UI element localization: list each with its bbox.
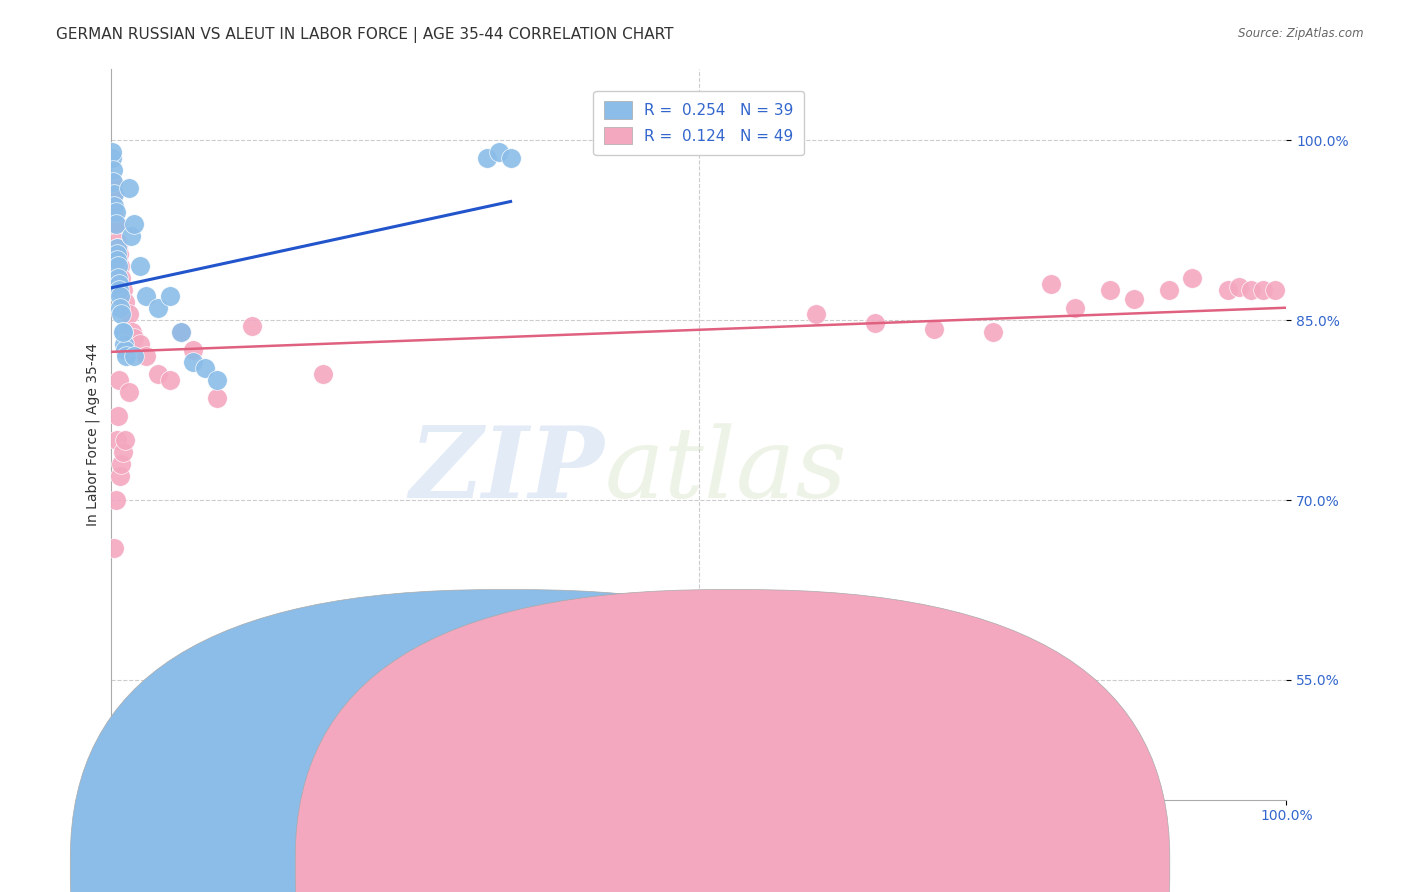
Point	[104, 205, 127, 219]
Point	[117, 307, 139, 321]
Point	[711, 690, 734, 705]
Point	[111, 325, 134, 339]
Point	[499, 152, 522, 166]
Point	[114, 295, 136, 310]
Point	[475, 152, 498, 166]
Point	[1181, 271, 1204, 285]
Point	[1063, 301, 1085, 316]
Point	[114, 433, 136, 447]
Point	[107, 409, 129, 424]
Point	[110, 457, 132, 471]
Point	[922, 321, 945, 335]
Text: Aleuts: Aleuts	[756, 860, 800, 874]
Point	[121, 325, 143, 339]
Point	[311, 368, 333, 382]
Point	[146, 368, 169, 382]
Point	[159, 373, 181, 387]
Point	[104, 493, 127, 508]
Point	[103, 205, 125, 219]
Point	[124, 331, 146, 345]
Point	[110, 469, 132, 483]
Point	[129, 337, 152, 351]
Point	[194, 361, 217, 376]
Point	[105, 433, 128, 447]
Point	[1099, 283, 1122, 297]
Point	[120, 229, 142, 244]
Point	[146, 301, 169, 316]
Point	[1040, 277, 1063, 292]
Point	[108, 277, 131, 292]
Point	[110, 307, 132, 321]
Point	[104, 218, 127, 232]
Point	[181, 355, 204, 369]
Point	[129, 260, 152, 274]
Text: GERMAN RUSSIAN VS ALEUT IN LABOR FORCE | AGE 35-44 CORRELATION CHART: GERMAN RUSSIAN VS ALEUT IN LABOR FORCE |…	[56, 27, 673, 43]
Point	[1122, 292, 1144, 306]
Legend: R =  0.254   N = 39, R =  0.124   N = 49: R = 0.254 N = 39, R = 0.124 N = 49	[593, 91, 804, 155]
Point	[101, 175, 124, 189]
Point	[107, 271, 129, 285]
Point	[105, 241, 128, 255]
Point	[205, 391, 228, 405]
Text: Source: ZipAtlas.com: Source: ZipAtlas.com	[1239, 27, 1364, 40]
Point	[111, 445, 134, 459]
Point	[205, 373, 228, 387]
Point	[110, 260, 132, 274]
Point	[181, 343, 204, 358]
Point	[101, 152, 124, 166]
Point	[103, 175, 125, 189]
Point	[110, 289, 132, 303]
Point	[112, 337, 135, 351]
Point	[111, 325, 134, 339]
Point	[108, 373, 131, 387]
Point	[117, 385, 139, 400]
Point	[103, 163, 125, 178]
Text: ZIP: ZIP	[409, 423, 605, 519]
Point	[1216, 283, 1239, 297]
Point	[114, 343, 136, 358]
Point	[806, 307, 828, 321]
Point	[135, 289, 157, 303]
Point	[107, 241, 129, 255]
Point	[108, 247, 131, 261]
Point	[103, 187, 125, 202]
Point	[1264, 283, 1286, 297]
Point	[146, 690, 169, 705]
Point	[101, 145, 124, 160]
Point	[103, 541, 125, 555]
Y-axis label: In Labor Force | Age 35-44: In Labor Force | Age 35-44	[86, 343, 100, 525]
Point	[1229, 279, 1251, 293]
Point	[107, 260, 129, 274]
Point	[110, 301, 132, 316]
Point	[117, 181, 139, 195]
Point	[111, 283, 134, 297]
Point	[110, 271, 132, 285]
Point	[240, 319, 263, 334]
Point	[115, 349, 138, 363]
Point	[135, 349, 157, 363]
Point	[124, 349, 146, 363]
Point	[863, 316, 886, 330]
Text: German Russians: German Russians	[531, 860, 652, 874]
Point	[108, 283, 131, 297]
Point	[170, 325, 193, 339]
Point	[124, 218, 146, 232]
Point	[159, 289, 181, 303]
Point	[103, 187, 125, 202]
Point	[105, 247, 128, 261]
Point	[105, 253, 128, 268]
Point	[105, 235, 128, 250]
Point	[1251, 283, 1274, 297]
Point	[103, 199, 125, 213]
Point	[104, 218, 127, 232]
Point	[488, 145, 510, 160]
Point	[981, 325, 1004, 339]
Point	[1157, 283, 1180, 297]
Point	[170, 325, 193, 339]
Text: atlas: atlas	[605, 423, 848, 518]
Point	[1240, 283, 1263, 297]
